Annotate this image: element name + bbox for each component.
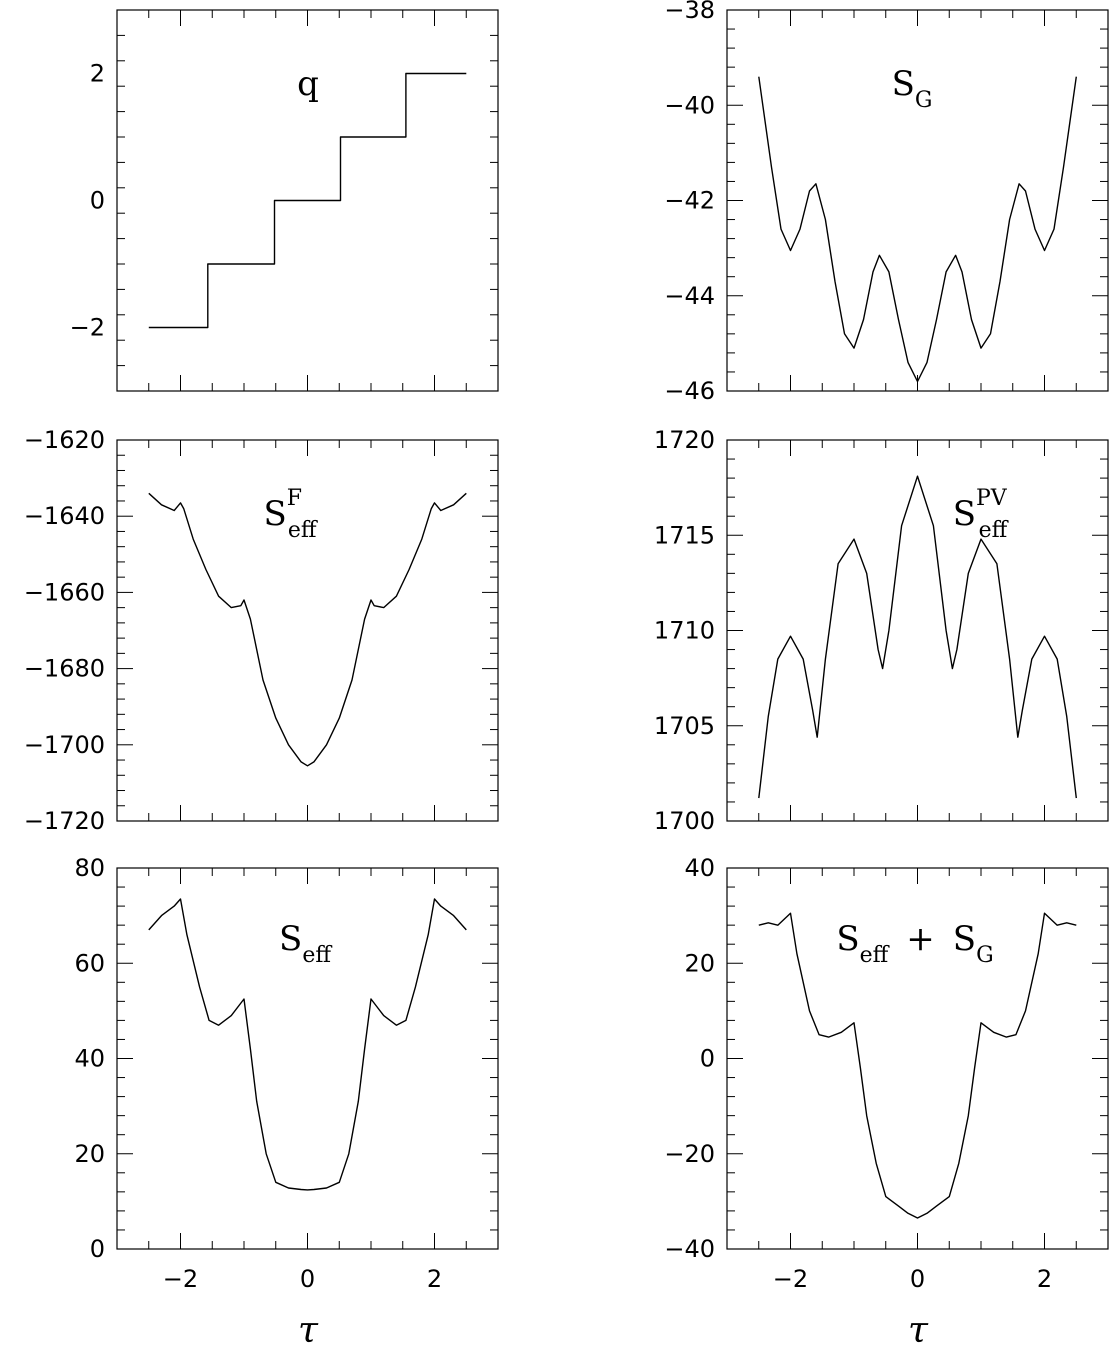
y-tick-label: −1680 [24, 655, 105, 683]
y-tick-label: −46 [664, 377, 715, 405]
y-tick-label: −42 [664, 187, 715, 215]
panel-q: −2 0 2 q [70, 9, 499, 392]
panel-label: SPV eff [953, 486, 1009, 543]
y-tick-label: −2 [70, 314, 105, 342]
panel-label: SF eff [263, 486, 317, 543]
x-tick-label: 0 [300, 1265, 315, 1293]
panel-label: Seff + SG [836, 919, 993, 968]
panel-s-eff-f: −1720 −1700 −1680 −1660 −1640 −1620 SF eff [24, 426, 499, 835]
y-tick-label: 1705 [654, 712, 715, 740]
series-line [758, 76, 1077, 383]
y-tick-label: 1710 [654, 617, 715, 645]
y-tick-label: 40 [74, 1045, 105, 1073]
x-ticks [148, 10, 467, 391]
series-line [758, 912, 1077, 1219]
panel-label: q [297, 64, 319, 104]
plot-frame [116, 867, 499, 1250]
series-line [148, 72, 467, 329]
y-tick-label: −40 [664, 1235, 715, 1263]
y-tick-label: 40 [684, 854, 715, 882]
y-tick-label: 1715 [654, 521, 715, 549]
x-tick-label: 0 [910, 1265, 925, 1293]
y-tick-label: −38 [664, 0, 715, 24]
panel-s-eff-pv: 1700 1705 1710 1715 1720 SPV eff [654, 426, 1109, 835]
y-tick-label: 2 [90, 60, 105, 88]
plot-frame [726, 439, 1109, 822]
panel-label: Seff [279, 919, 332, 968]
x-ticks [758, 440, 1077, 821]
x-tick-label: −2 [163, 1265, 198, 1293]
y-tick-label: 0 [90, 1235, 105, 1263]
y-tick-label: −1640 [24, 502, 105, 530]
y-ticks [727, 28, 1108, 373]
y-ticks [727, 886, 1108, 1231]
x-ticks [148, 868, 467, 1249]
x-axis-title-left: τ [298, 1310, 319, 1351]
x-ticks [758, 10, 1077, 391]
y-ticks [117, 886, 498, 1231]
x-ticks [758, 868, 1077, 1249]
series-line [758, 475, 1077, 799]
x-tick-label: −2 [773, 1265, 808, 1293]
y-tick-label: −20 [664, 1140, 715, 1168]
y-tick-label: 20 [74, 1140, 105, 1168]
x-axis-title-right: τ [908, 1310, 929, 1351]
x-tick-label: 2 [427, 1265, 442, 1293]
y-ticks [117, 34, 498, 367]
y-tick-label: 1700 [654, 807, 715, 835]
y-tick-label: 0 [700, 1045, 715, 1073]
series-line [148, 898, 467, 1191]
x-ticks [148, 440, 467, 821]
y-ticks [117, 454, 498, 807]
panel-s-g: −46 −44 −42 −40 −38 SG [664, 0, 1109, 405]
y-tick-label: 1720 [654, 426, 715, 454]
y-ticks [727, 458, 1108, 803]
series-line [148, 492, 467, 767]
plot-frame [116, 439, 499, 822]
y-tick-label: 80 [74, 854, 105, 882]
panel-label: SG [892, 64, 933, 113]
y-tick-label: −1660 [24, 578, 105, 606]
panel-s-eff: 0 20 40 60 80 −2 0 2 Seff [74, 854, 499, 1293]
y-tick-label: −1620 [24, 426, 105, 454]
y-tick-label: 0 [90, 187, 105, 215]
y-tick-label: 60 [74, 949, 105, 977]
y-tick-label: −40 [664, 91, 715, 119]
x-tick-label: 2 [1037, 1265, 1052, 1293]
y-tick-label: 20 [684, 949, 715, 977]
plot-frame [726, 9, 1109, 392]
y-tick-label: −44 [664, 282, 715, 310]
y-tick-label: −1700 [24, 731, 105, 759]
y-tick-label: −1720 [24, 807, 105, 835]
